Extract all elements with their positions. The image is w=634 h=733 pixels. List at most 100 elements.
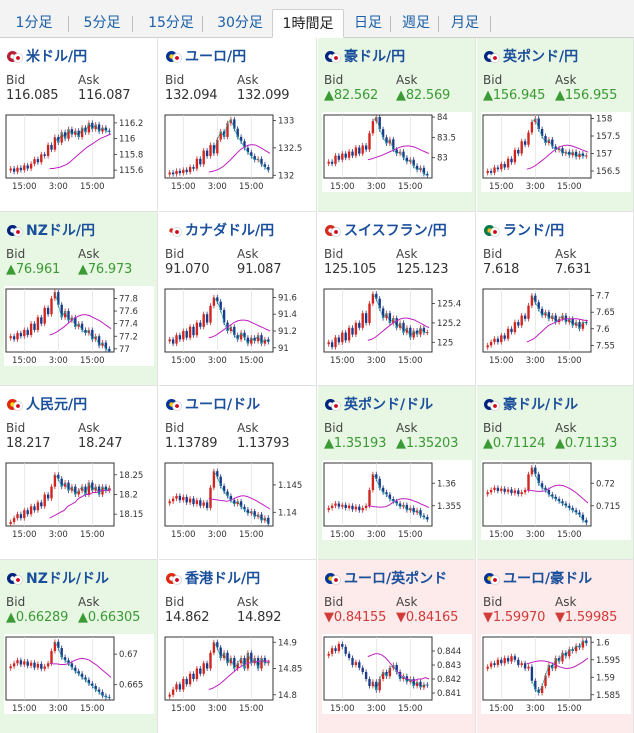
bid-value: 91.070 xyxy=(165,262,209,277)
chart-frame xyxy=(164,462,274,527)
price-chart[interactable]: 1.36 1.355 15:00 3:00 15:00 xyxy=(322,460,472,540)
currency-pair-link[interactable]: 豪ドル/ドル xyxy=(483,395,578,413)
currency-pair-name: カナダドル/円 xyxy=(185,223,275,239)
price-chart[interactable]: 7.7 7.65 7.6 7.55 15:00 3:00 15:00 xyxy=(481,286,631,366)
candle-body xyxy=(530,295,534,306)
candle-body xyxy=(415,165,419,170)
ask-value: ▼1.59985 xyxy=(555,610,617,625)
tab-5[interactable]: 日足 xyxy=(354,15,382,31)
candle-body xyxy=(60,648,63,658)
quote-card: 人民元/円 Bid Ask 18.217 18.247 18.25 18.2 18.15 15:… xyxy=(0,386,158,560)
currency-pair-link[interactable]: カナダドル/円 xyxy=(165,221,274,239)
candle-body xyxy=(571,508,574,511)
candle-body xyxy=(23,510,26,519)
candle-body xyxy=(551,665,554,669)
currency-pair-link[interactable]: 豪ドル/円 xyxy=(324,47,405,65)
x-tick-label: 15:00 xyxy=(80,356,105,366)
currency-pair-link[interactable]: 英ポンド/ドル xyxy=(324,395,433,413)
currency-pair-link[interactable]: ユーロ/円 xyxy=(165,47,246,65)
currency-pair-link[interactable]: NZドル/ドル xyxy=(6,569,109,587)
candle-body xyxy=(564,652,568,657)
price-chart[interactable]: 14.9 14.85 14.8 15:00 3:00 15:00 xyxy=(163,634,313,714)
candle-body xyxy=(171,339,175,344)
price-chart[interactable]: 18.25 18.2 18.15 15:00 3:00 15:00 xyxy=(4,460,154,540)
candle-body xyxy=(67,660,70,664)
tab-2[interactable]: 15分足 xyxy=(148,15,194,31)
tab-3[interactable]: 30分足 xyxy=(217,15,263,31)
moving-average-line xyxy=(526,318,589,343)
candle-body xyxy=(422,515,426,517)
candle-body xyxy=(496,167,500,170)
candle-body xyxy=(517,659,520,665)
y-tick-label: 1.355 xyxy=(437,502,461,512)
price-chart[interactable]: 0.67 0.665 15:00 3:00 15:00 xyxy=(4,634,154,714)
price-chart[interactable]: 77.8 77.6 77.4 77.2 77 15:00 3:00 15:00 xyxy=(4,286,154,366)
candle-body xyxy=(195,500,199,505)
candle-body xyxy=(489,342,493,346)
price-chart[interactable]: 0.844 0.843 0.842 0.841 15:00 3:00 15:00 xyxy=(322,634,472,714)
price-chart[interactable]: 133 132.5 132 15:00 3:00 15:00 xyxy=(163,112,313,192)
candle-body xyxy=(534,295,537,303)
candle-body xyxy=(178,170,182,174)
candle-body xyxy=(503,164,506,168)
candle-body xyxy=(23,661,26,665)
candle-body xyxy=(381,129,385,138)
tab-4[interactable]: 1時間足 xyxy=(272,9,344,38)
price-chart[interactable]: 125.4 125.2 125 15:00 3:00 15:00 xyxy=(322,286,472,366)
quote-card: ユーロ/英ポンド Bid Ask ▼0.84155 ▼0.84165 0.844 0.843… xyxy=(318,560,476,733)
tab-7[interactable]: 月足 xyxy=(451,15,479,31)
candle-body xyxy=(219,131,222,140)
ask-price: 14.892 xyxy=(237,610,282,625)
candle-body xyxy=(226,491,229,496)
candle-body xyxy=(77,490,80,495)
y-tick-label: 18.25 xyxy=(119,471,143,481)
currency-pair-link[interactable]: 英ポンド/円 xyxy=(483,47,578,65)
price-chart[interactable]: 1.145 1.14 15:00 3:00 15:00 xyxy=(163,460,313,540)
candle-body xyxy=(104,486,108,491)
candle-body xyxy=(192,167,195,169)
price-chart[interactable]: 0.72 0.715 15:00 3:00 15:00 xyxy=(481,460,631,540)
candle-body xyxy=(246,147,250,153)
currency-pair-link[interactable]: ユーロ/英ポンド xyxy=(324,569,447,587)
price-chart[interactable]: 158 157.5 157 156.5 15:00 3:00 15:00 xyxy=(481,112,631,192)
tab-separator xyxy=(68,16,69,32)
tab-0[interactable]: 1分足 xyxy=(15,15,53,31)
candle-body xyxy=(358,147,361,154)
candle-body xyxy=(578,322,581,329)
candle-body xyxy=(175,335,178,344)
candle-body xyxy=(530,467,534,475)
y-tick-label: 91 xyxy=(278,344,289,354)
chart-frame xyxy=(164,288,274,353)
candle-body xyxy=(557,499,561,502)
candle-body xyxy=(91,122,94,130)
candle-body xyxy=(216,471,219,477)
candle-body xyxy=(46,144,50,156)
y-tick-label: 83 xyxy=(437,154,448,164)
tab-6[interactable]: 週足 xyxy=(402,15,430,31)
candle-body xyxy=(70,317,74,321)
quote-card: 英ポンド/円 Bid Ask ▲156.945 ▲156.955 158 157.5 157 1… xyxy=(477,38,634,212)
bid-price: 91.070 xyxy=(165,262,210,277)
price-chart[interactable]: 116.2 116 115.8 115.6 15:00 3:00 15:00 xyxy=(4,112,154,192)
price-chart[interactable]: 1.6 1.595 1.59 1.585 15:00 3:00 15:00 xyxy=(481,634,631,714)
quote-card: 豪ドル/円 Bid Ask ▲82.562 ▲82.569 84 83.5 83 15:00 3:… xyxy=(318,38,476,212)
price-chart[interactable]: 91.6 91.4 91.2 91 15:00 3:00 15:00 xyxy=(163,286,313,366)
tab-1[interactable]: 5分足 xyxy=(83,15,121,31)
currency-pair-link[interactable]: 米ドル/円 xyxy=(6,47,87,65)
currency-pair-link[interactable]: NZドル/円 xyxy=(6,221,95,239)
currency-pair-link[interactable]: ランド/円 xyxy=(483,221,564,239)
ask-price: 76.973 xyxy=(87,262,133,277)
currency-pair-link[interactable]: ユーロ/豪ドル xyxy=(483,569,592,587)
trend-line xyxy=(54,641,110,698)
price-chart[interactable]: 84 83.5 83 15:00 3:00 15:00 xyxy=(322,112,472,192)
y-tick-label: 14.8 xyxy=(278,691,297,701)
currency-pair-name: 米ドル/円 xyxy=(26,49,88,65)
ask-price: 125.123 xyxy=(396,262,449,277)
bid-label: Bid xyxy=(165,421,185,435)
currency-pair-link[interactable]: ユーロ/ドル xyxy=(165,395,260,413)
currency-pair-link[interactable]: 香港ドル/円 xyxy=(165,569,260,587)
candle-body xyxy=(94,685,97,690)
candle-body xyxy=(33,159,36,164)
currency-pair-link[interactable]: 人民元/円 xyxy=(6,395,87,413)
currency-pair-link[interactable]: スイスフラン/円 xyxy=(324,221,447,239)
